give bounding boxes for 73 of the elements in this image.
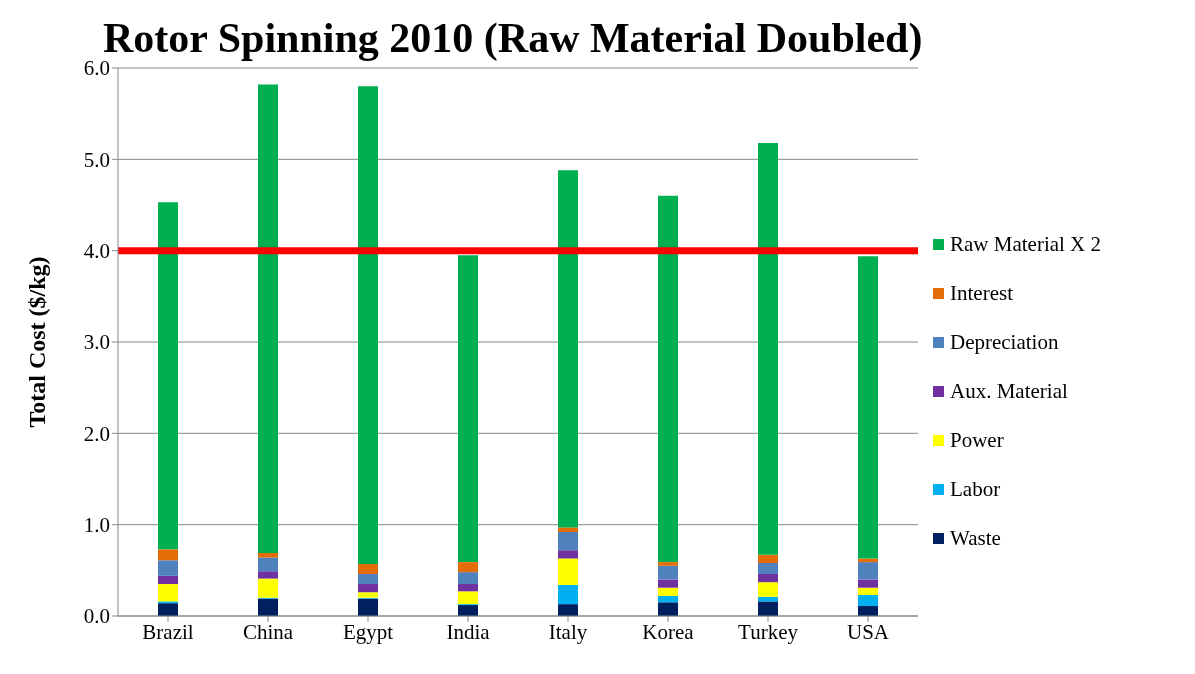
bar xyxy=(758,563,778,574)
bar xyxy=(158,560,178,576)
bar xyxy=(258,552,278,558)
legend-label: Raw Material X 2 xyxy=(950,232,1102,257)
bar xyxy=(658,195,678,563)
bar xyxy=(258,84,278,553)
bar xyxy=(658,565,678,580)
bar xyxy=(358,573,378,585)
bar xyxy=(158,584,178,602)
x-tick-label: India xyxy=(446,619,491,644)
bar xyxy=(558,584,578,605)
legend-label: Aux. Material xyxy=(950,379,1068,404)
bar xyxy=(858,579,878,588)
bar xyxy=(658,595,678,603)
bar xyxy=(558,558,578,585)
x-tick-label: Turkey xyxy=(738,619,799,644)
x-tick-label: China xyxy=(242,619,294,644)
y-tick-label: 5.0 xyxy=(83,147,110,172)
bar xyxy=(158,549,178,561)
legend-label: Labor xyxy=(950,477,1001,502)
y-tick-label: 2.0 xyxy=(83,421,110,446)
bar xyxy=(458,591,478,605)
bar xyxy=(658,587,678,596)
bar xyxy=(458,584,478,592)
y-tick-label: 1.0 xyxy=(83,513,110,538)
bar xyxy=(258,598,278,616)
x-tick-label: USA xyxy=(846,619,890,644)
bar xyxy=(858,558,878,563)
x-tick-label: Italy xyxy=(548,619,588,644)
bar xyxy=(858,594,878,606)
legend-label: Waste xyxy=(950,526,1001,551)
bar xyxy=(158,603,178,616)
bar xyxy=(358,563,378,574)
bar xyxy=(258,557,278,572)
bar xyxy=(558,527,578,532)
y-axis-title: Total Cost ($/kg) xyxy=(23,256,50,428)
bar xyxy=(558,170,578,528)
x-tick-label: Egypt xyxy=(342,619,394,644)
bar xyxy=(358,584,378,593)
legend-label: Interest xyxy=(950,281,1013,306)
bar xyxy=(458,562,478,573)
y-tick-label: 4.0 xyxy=(83,239,110,264)
bar xyxy=(658,579,678,588)
bar xyxy=(758,142,778,555)
bar xyxy=(758,554,778,564)
bar xyxy=(358,592,378,598)
bar xyxy=(458,255,478,563)
x-tick-label: Brazil xyxy=(142,619,194,644)
bar xyxy=(158,575,178,585)
bar xyxy=(458,605,478,616)
bar xyxy=(858,605,878,616)
y-tick-label: 0.0 xyxy=(83,604,110,629)
bar xyxy=(558,550,578,559)
bar xyxy=(358,598,378,616)
bar xyxy=(858,562,878,580)
bar xyxy=(658,602,678,616)
bar xyxy=(458,572,478,585)
bar xyxy=(758,573,778,583)
bar xyxy=(558,531,578,551)
bar xyxy=(258,571,278,579)
bar xyxy=(858,587,878,595)
bar xyxy=(658,562,678,566)
bar xyxy=(858,256,878,559)
legend-label: Power xyxy=(950,428,1004,453)
bar xyxy=(158,202,178,550)
x-tick-label: Korea xyxy=(642,619,695,644)
bar xyxy=(758,582,778,597)
legend-label: Depreciation xyxy=(950,330,1059,355)
bar xyxy=(558,604,578,616)
bar xyxy=(258,578,278,598)
bar xyxy=(758,601,778,616)
bar xyxy=(358,86,378,564)
y-tick-label: 3.0 xyxy=(83,330,110,355)
